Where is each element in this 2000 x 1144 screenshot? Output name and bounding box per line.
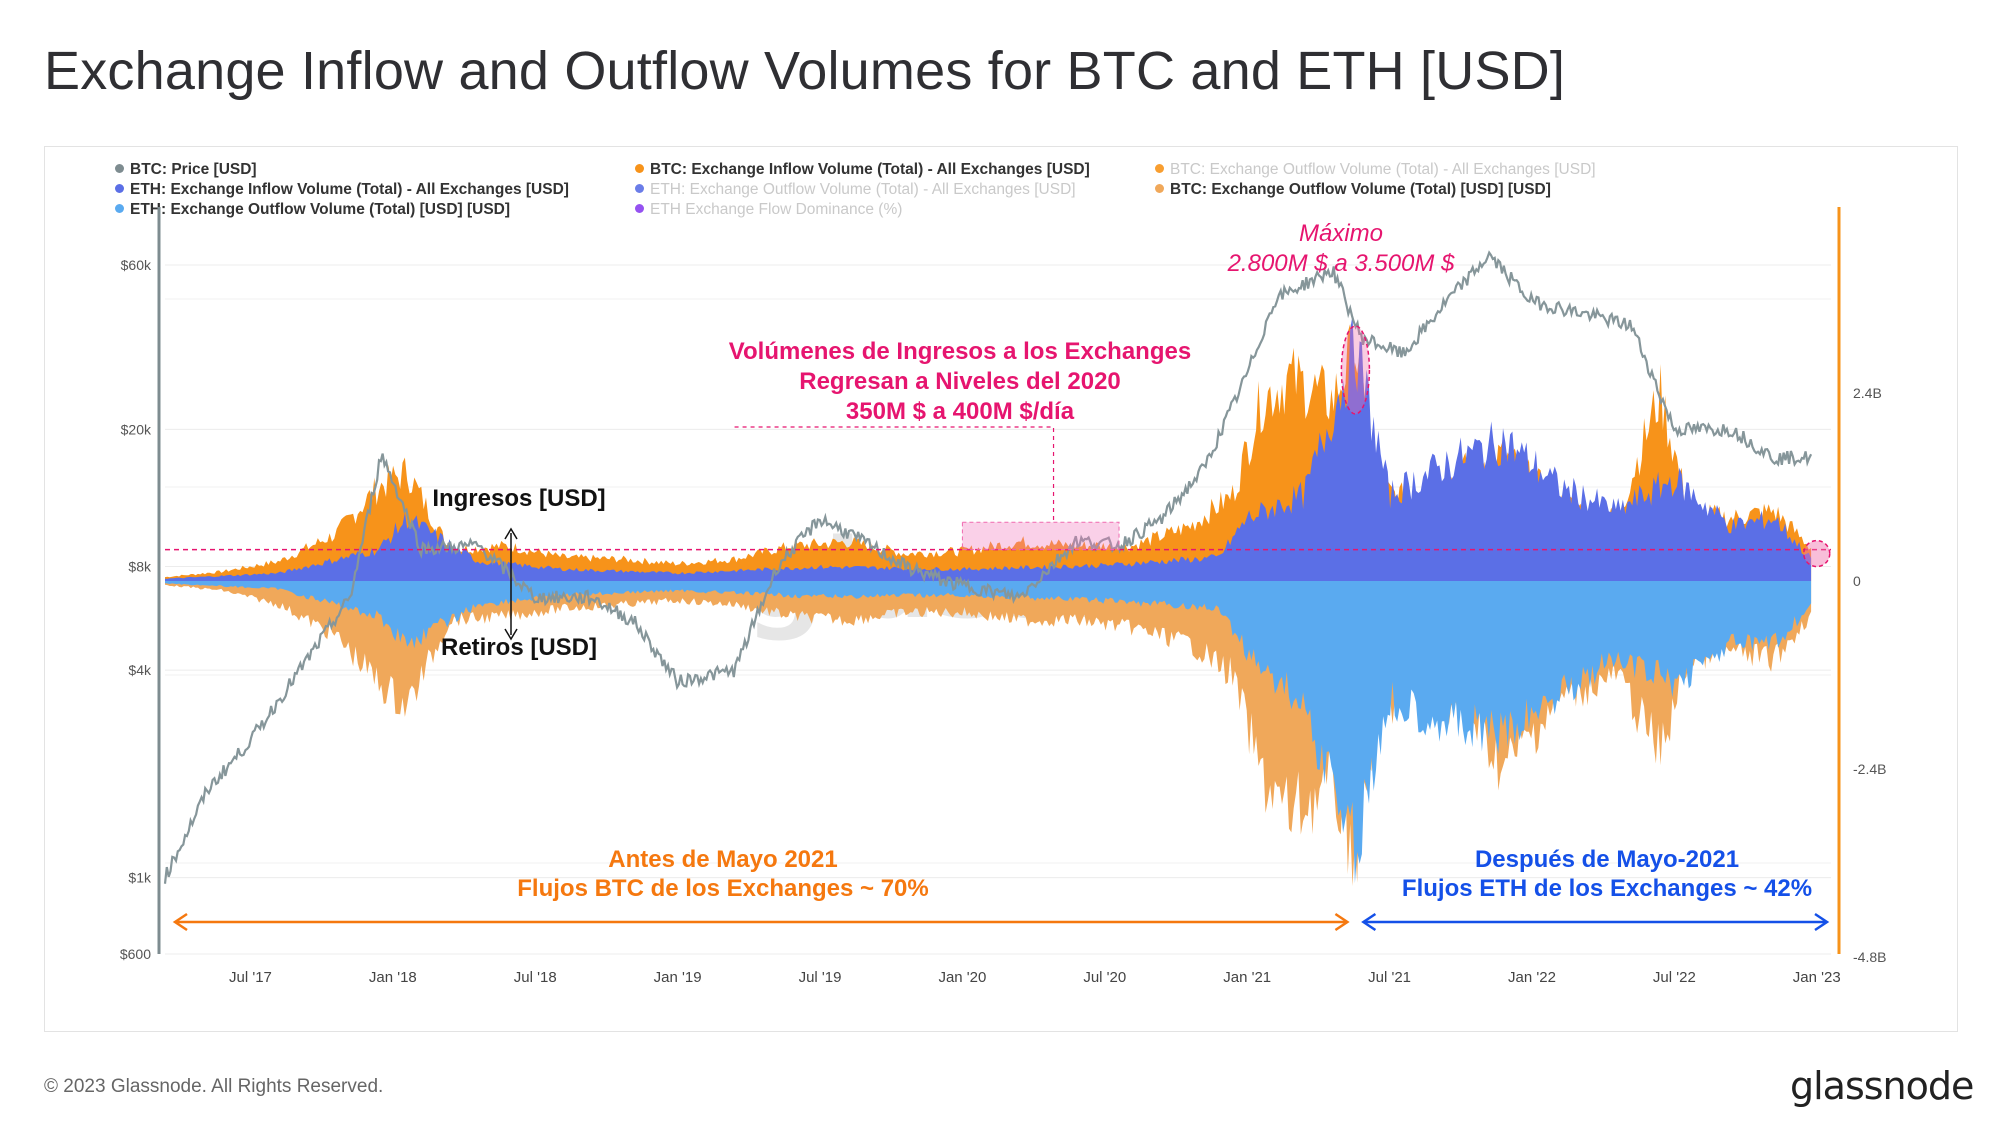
legend-label: BTC: Exchange Inflow Volume (Total) - Al… xyxy=(650,161,1090,178)
legend-item-5[interactable]: BTC: Exchange Outflow Volume (Total) [US… xyxy=(1155,181,1551,199)
x-tick-label: Jul '21 xyxy=(1368,969,1411,986)
x-tick-label: Jan '21 xyxy=(1223,969,1271,986)
y-left-tick-label: $1k xyxy=(128,870,152,886)
peak-label-line2: 2.800M $ a 3.500M $ xyxy=(1227,250,1455,277)
x-tick-label: Jan '18 xyxy=(369,969,417,986)
area-series-3 xyxy=(165,581,1812,884)
y-left-tick-label: $4k xyxy=(128,662,152,678)
legend-label: ETH: Exchange Outflow Volume (Total) [US… xyxy=(130,201,511,218)
legend-item-0[interactable]: BTC: Price [USD] xyxy=(115,161,257,179)
x-tick-label: Jul '22 xyxy=(1653,969,1696,986)
x-tick-label: Jan '20 xyxy=(938,969,986,986)
after-label-line2: Flujos ETH de los Exchanges ~ 42% xyxy=(1402,875,1812,902)
price-line xyxy=(163,250,1813,884)
x-tick-label: Jan '22 xyxy=(1508,969,1556,986)
arrow-up-icon xyxy=(504,527,518,540)
legend-dot-icon xyxy=(115,164,124,173)
levels-label-line2: Regresan a Niveles del 2020 xyxy=(799,368,1121,395)
before-arrow-left-icon xyxy=(172,912,188,932)
levels-label-line1: Volúmenes de Ingresos a los Exchanges xyxy=(729,338,1191,365)
annotations: Máximo 2.800M $ a 3.500M $ Volúmenes de In… xyxy=(165,220,1831,932)
legend-item-2[interactable]: BTC: Exchange Outflow Volume (Total) - A… xyxy=(1155,161,1596,179)
x-tick-label: Jul '17 xyxy=(229,969,272,986)
legend-dot-icon xyxy=(635,184,644,193)
x-tick-label: Jan '23 xyxy=(1793,969,1841,986)
legend-item-6[interactable]: ETH: Exchange Outflow Volume (Total) [US… xyxy=(115,201,510,219)
legend-dot-icon xyxy=(635,164,644,173)
after-arrow-right-icon xyxy=(1814,912,1830,932)
legend-label: ETH Exchange Flow Dominance (%) xyxy=(650,201,903,218)
chart-card: BTC: Price [USD] BTC: Exchange Inflow Vol… xyxy=(44,146,1958,1032)
levels-highlight-rect xyxy=(961,521,1120,551)
legend-dot-icon xyxy=(635,204,644,213)
y-left-tick-label: $600 xyxy=(120,946,151,962)
legend-dot-icon xyxy=(115,204,124,213)
legend-label: ETH: Exchange Outflow Volume (Total) - A… xyxy=(650,181,1076,198)
y-left-tick-label: $20k xyxy=(121,421,152,437)
before-label-line1: Antes de Mayo 2021 xyxy=(608,846,837,873)
before-label-line2: Flujos BTC de los Exchanges ~ 70% xyxy=(517,875,928,902)
legend-label: BTC: Exchange Outflow Volume (Total) [US… xyxy=(1170,181,1551,198)
legend-dot-icon xyxy=(115,184,124,193)
copyright: © 2023 Glassnode. All Rights Reserved. xyxy=(44,1076,384,1097)
ingresos-label: Ingresos [USD] xyxy=(432,485,605,512)
flow-areas xyxy=(165,315,1812,887)
glassnode-logo: glassnode xyxy=(1790,1064,1974,1108)
page-title: Exchange Inflow and Outflow Volumes for … xyxy=(44,41,1566,101)
levels-leader-line xyxy=(734,426,1055,523)
x-tick-label: Jul '19 xyxy=(799,969,842,986)
y-left-tick-label: $60k xyxy=(121,257,152,273)
y-right-tick-label: -4.8B xyxy=(1853,949,1886,965)
legend-label: BTC: Exchange Outflow Volume (Total) - A… xyxy=(1170,161,1596,178)
legend-label: BTC: Price [USD] xyxy=(130,161,257,178)
legend-label: ETH: Exchange Inflow Volume (Total) - Al… xyxy=(130,181,569,198)
retiros-label: Retiros [USD] xyxy=(441,634,597,661)
x-tick-label: Jan '19 xyxy=(654,969,702,986)
legend-dot-icon xyxy=(1155,164,1164,173)
before-arrow-right-icon xyxy=(1334,912,1350,932)
grid-lines xyxy=(165,264,1831,955)
legend-item-1[interactable]: BTC: Exchange Inflow Volume (Total) - Al… xyxy=(635,161,1090,179)
chart-svg: glassnode$600$1k$4k$8k$20k$60k2.4B0-2.4B… xyxy=(120,207,1886,986)
y-right-tick-label: -2.4B xyxy=(1853,761,1886,777)
legend-item-4[interactable]: ETH: Exchange Outflow Volume (Total) - A… xyxy=(635,181,1076,199)
levels-label-line3: 350M $ a 400M $/día xyxy=(846,398,1075,425)
y-right-tick-label: 0 xyxy=(1853,573,1861,589)
after-label-line1: Después de Mayo-2021 xyxy=(1475,846,1739,873)
legend-item-7[interactable]: ETH Exchange Flow Dominance (%) xyxy=(635,201,902,219)
after-arrow-left-icon xyxy=(1361,912,1377,932)
peak-label-line1: Máximo xyxy=(1299,220,1383,247)
y-left-tick-label: $8k xyxy=(128,558,152,574)
peak-ellipse xyxy=(1340,325,1371,415)
x-tick-label: Jul '18 xyxy=(514,969,557,986)
end-circle xyxy=(1803,539,1831,568)
arrow-down-icon xyxy=(504,628,518,641)
legend-item-3[interactable]: ETH: Exchange Inflow Volume (Total) - Al… xyxy=(115,181,569,199)
y-right-tick-label: 2.4B xyxy=(1853,385,1882,401)
legend-dot-icon xyxy=(1155,184,1164,193)
x-tick-label: Jul '20 xyxy=(1083,969,1126,986)
area-series-2 xyxy=(165,315,1812,581)
